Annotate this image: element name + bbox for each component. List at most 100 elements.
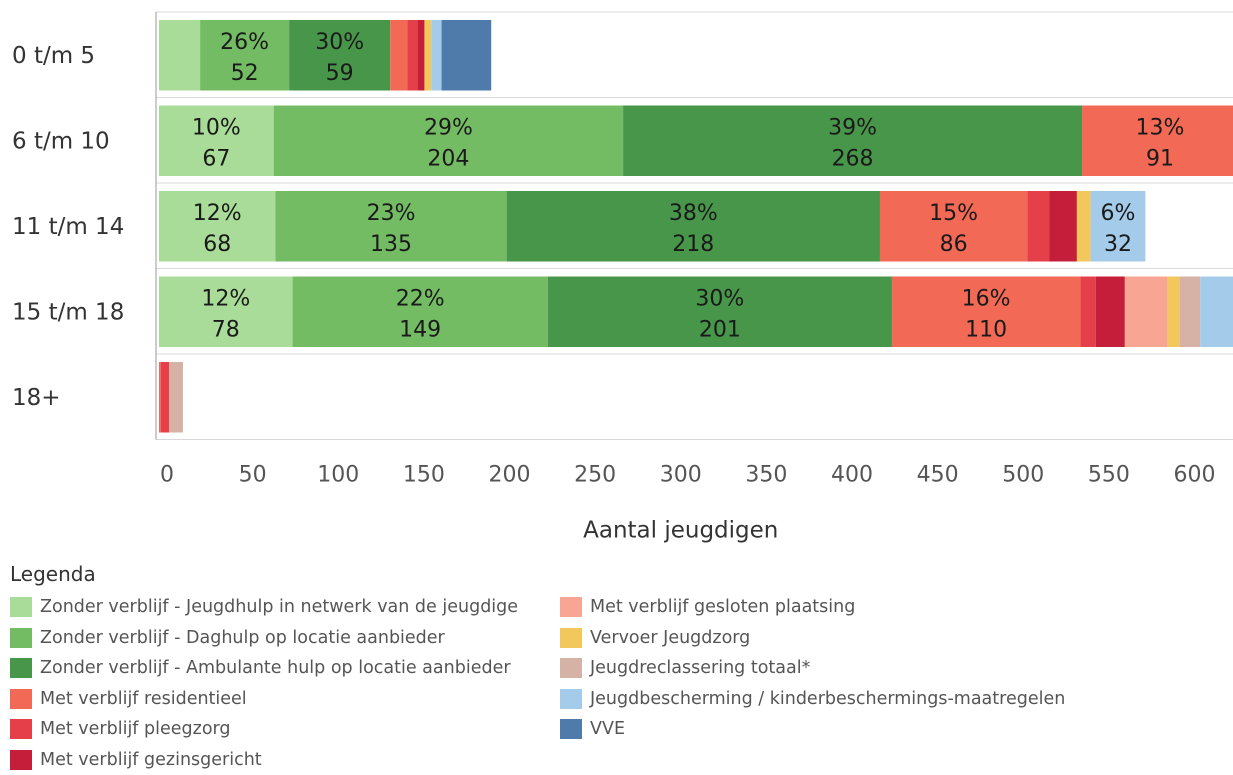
data-label-percent: 26%: [220, 30, 269, 55]
data-label-percent: 22%: [396, 287, 445, 312]
data-label-count: 32: [1104, 232, 1132, 257]
data-label-count: 91: [1146, 147, 1174, 172]
bar-segment: [161, 362, 170, 433]
legend-swatch: [560, 628, 582, 648]
legend-swatch: [10, 689, 32, 709]
bar-segment: [1077, 191, 1091, 262]
data-label-percent: 39%: [828, 116, 877, 141]
legend-label: Met verblijf gesloten plaatsing: [590, 597, 855, 617]
category-label: 18+: [12, 385, 61, 411]
legend-title: Legenda: [10, 562, 96, 586]
x-tick-label: 550: [1088, 463, 1130, 488]
legend-item: Vervoer Jeugdzorg: [560, 623, 1065, 654]
data-label-percent: 13%: [1136, 116, 1185, 141]
x-tick-label: 100: [317, 463, 359, 488]
legend-label: Jeugdbescherming / kinderbeschermings-ma…: [590, 689, 1065, 709]
data-label-percent: 12%: [193, 201, 242, 226]
legend-swatch: [560, 597, 582, 617]
data-label-count: 52: [231, 61, 259, 86]
legend-label: VVE: [590, 719, 625, 739]
data-label-count: 201: [699, 318, 741, 343]
legend-column-right: Met verblijf gesloten plaatsing Vervoer J…: [560, 592, 1065, 745]
data-label-percent: 38%: [669, 201, 718, 226]
data-label-count: 135: [370, 232, 412, 257]
data-label-percent: 29%: [424, 116, 473, 141]
legend-label: Jeugdreclassering totaal*: [590, 658, 810, 678]
bar-segment: [1125, 277, 1168, 348]
data-label-count: 149: [399, 318, 441, 343]
category-label: 0 t/m 5: [12, 43, 95, 69]
data-label-count: 268: [832, 147, 874, 172]
data-label-count: 78: [212, 318, 240, 343]
legend-label: Zonder verblijf - Jeugdhulp in netwerk v…: [40, 597, 518, 617]
bar-segment: [1180, 277, 1201, 348]
x-tick-label: 300: [660, 463, 702, 488]
legend-swatch: [10, 628, 32, 648]
bars-layer: 26%5230%5910%6729%20439%26813%916%4112%6…: [159, 20, 1233, 433]
x-tick-label: 150: [403, 463, 445, 488]
x-tick-label: 600: [1174, 463, 1216, 488]
bar-segment: [418, 20, 425, 91]
legend-item: Met verblijf pleegzorg: [10, 714, 518, 745]
bar-segment: [169, 362, 183, 433]
x-tick-label: 350: [745, 463, 787, 488]
data-label-count: 110: [965, 318, 1007, 343]
legend-item: Jeugdbescherming / kinderbeschermings-ma…: [560, 684, 1065, 715]
bar-segment: [407, 20, 417, 91]
legend-item: Jeugdreclassering totaal*: [560, 653, 1065, 684]
legend: Legenda Zonder verblijf - Jeugdhulp in n…: [10, 562, 1230, 767]
bar-segment: [159, 20, 200, 91]
data-label-percent: 15%: [929, 201, 978, 226]
legend-swatch: [10, 658, 32, 678]
data-label-count: 86: [940, 232, 968, 257]
legend-column-left: Zonder verblijf - Jeugdhulp in netwerk v…: [10, 592, 518, 775]
x-axis-title: Aantal jeugdigen: [583, 518, 778, 544]
x-tick-label: 0: [160, 463, 174, 488]
legend-item: Met verblijf residentieel: [10, 684, 518, 715]
bar-segment: [390, 20, 407, 91]
legend-label: Zonder verblijf - Ambulante hulp op loca…: [40, 658, 511, 678]
data-label-percent: 30%: [695, 287, 744, 312]
legend-item: Zonder verblijf - Daghulp op locatie aan…: [10, 623, 518, 654]
bar-segment: [424, 20, 431, 91]
legend-item: Met verblijf gezinsgericht: [10, 745, 518, 775]
category-labels: 0 t/m 5 6 t/m 10 11 t/m 14 15 t/m 18 18+: [12, 43, 124, 411]
bar-segment: [1027, 191, 1049, 262]
bar-segment: [1050, 191, 1077, 262]
x-tick-label: 200: [489, 463, 531, 488]
data-label-percent: 6%: [1101, 201, 1136, 226]
category-label: 6 t/m 10: [12, 128, 110, 154]
data-label-percent: 30%: [315, 30, 364, 55]
bar-segment: [1200, 277, 1233, 348]
x-tick-label: 450: [917, 463, 959, 488]
data-label-percent: 12%: [201, 287, 250, 312]
legend-swatch: [10, 719, 32, 739]
data-label-percent: 23%: [367, 201, 416, 226]
data-label-count: 204: [427, 147, 469, 172]
bar-segment: [442, 20, 492, 91]
stacked-bar-chart: 26%5230%5910%6729%20439%26813%916%4112%6…: [0, 0, 1233, 560]
x-tick-label: 50: [239, 463, 267, 488]
legend-swatch: [10, 597, 32, 617]
legend-label: Zonder verblijf - Daghulp op locatie aan…: [40, 628, 445, 648]
legend-label: Vervoer Jeugdzorg: [590, 628, 750, 648]
data-label-percent: 16%: [962, 287, 1011, 312]
category-label: 15 t/m 18: [12, 299, 124, 325]
bar-segment: [159, 362, 161, 433]
bar-segment: [1080, 277, 1095, 348]
legend-swatch: [560, 689, 582, 709]
data-label-percent: 10%: [192, 116, 241, 141]
legend-label: Met verblijf residentieel: [40, 689, 247, 709]
category-label: 11 t/m 14: [12, 214, 124, 240]
legend-item: Zonder verblijf - Jeugdhulp in netwerk v…: [10, 592, 518, 623]
legend-label: Met verblijf pleegzorg: [40, 719, 231, 739]
legend-item: Zonder verblijf - Ambulante hulp op loca…: [10, 653, 518, 684]
legend-swatch: [560, 719, 582, 739]
bar-segment: [1168, 277, 1180, 348]
legend-item: Met verblijf gesloten plaatsing: [560, 592, 1065, 623]
data-label-count: 59: [326, 61, 354, 86]
bar-segment: [431, 20, 441, 91]
legend-swatch: [560, 658, 582, 678]
data-label-count: 68: [203, 232, 231, 257]
